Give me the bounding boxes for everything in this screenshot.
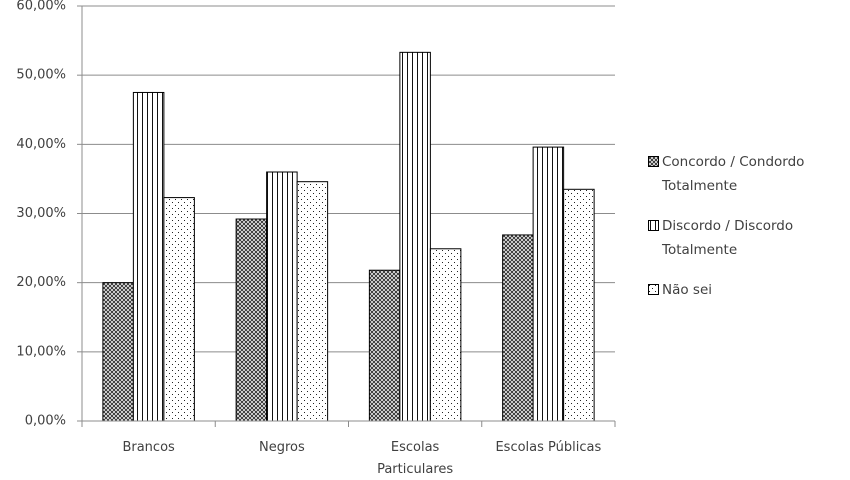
legend-swatch-box <box>648 220 659 231</box>
bar <box>563 188 595 422</box>
legend-item: Não sei <box>648 278 848 302</box>
y-tick-label: 10,00% <box>16 344 66 359</box>
bar <box>132 91 165 422</box>
legend-label: Concordo / Condordo Totalmente <box>662 154 805 194</box>
x-tick-label: Escolas Particulares <box>377 440 454 477</box>
y-tick-label: 50,00% <box>16 68 66 83</box>
y-tick-label: 30,00% <box>16 206 66 221</box>
x-tick-label: Negros <box>258 440 305 455</box>
legend-swatch-box <box>648 156 659 167</box>
legend: Concordo / Condordo Totalmente Discordo /… <box>648 150 848 318</box>
y-tick-label: 60,00% <box>16 0 66 14</box>
y-tick-label: 40,00% <box>16 137 66 152</box>
legend-label: Discordo / Discordo Totalmente <box>662 218 794 258</box>
x-tick-label: Brancos <box>122 440 175 455</box>
bar <box>163 197 195 422</box>
bar <box>368 269 401 422</box>
legend-swatch <box>648 156 659 167</box>
bar <box>502 234 534 422</box>
legend-item: Discordo / Discordo Totalmente <box>648 214 848 262</box>
legend-label: Não sei <box>662 282 713 298</box>
legend-item: Concordo / Condordo Totalmente <box>648 150 848 198</box>
legend-swatch-box <box>648 284 659 295</box>
bar <box>266 171 298 422</box>
legend-swatch <box>648 284 659 295</box>
bar <box>399 51 431 422</box>
bar <box>429 248 462 422</box>
bar <box>296 181 329 422</box>
bar <box>532 146 565 422</box>
x-tick-label: Escolas Públicas <box>495 440 602 455</box>
y-tick-label: 20,00% <box>16 275 66 290</box>
bar <box>235 218 268 422</box>
bar <box>102 282 134 422</box>
legend-swatch <box>648 220 659 231</box>
y-tick-label: 0,00% <box>25 414 66 429</box>
